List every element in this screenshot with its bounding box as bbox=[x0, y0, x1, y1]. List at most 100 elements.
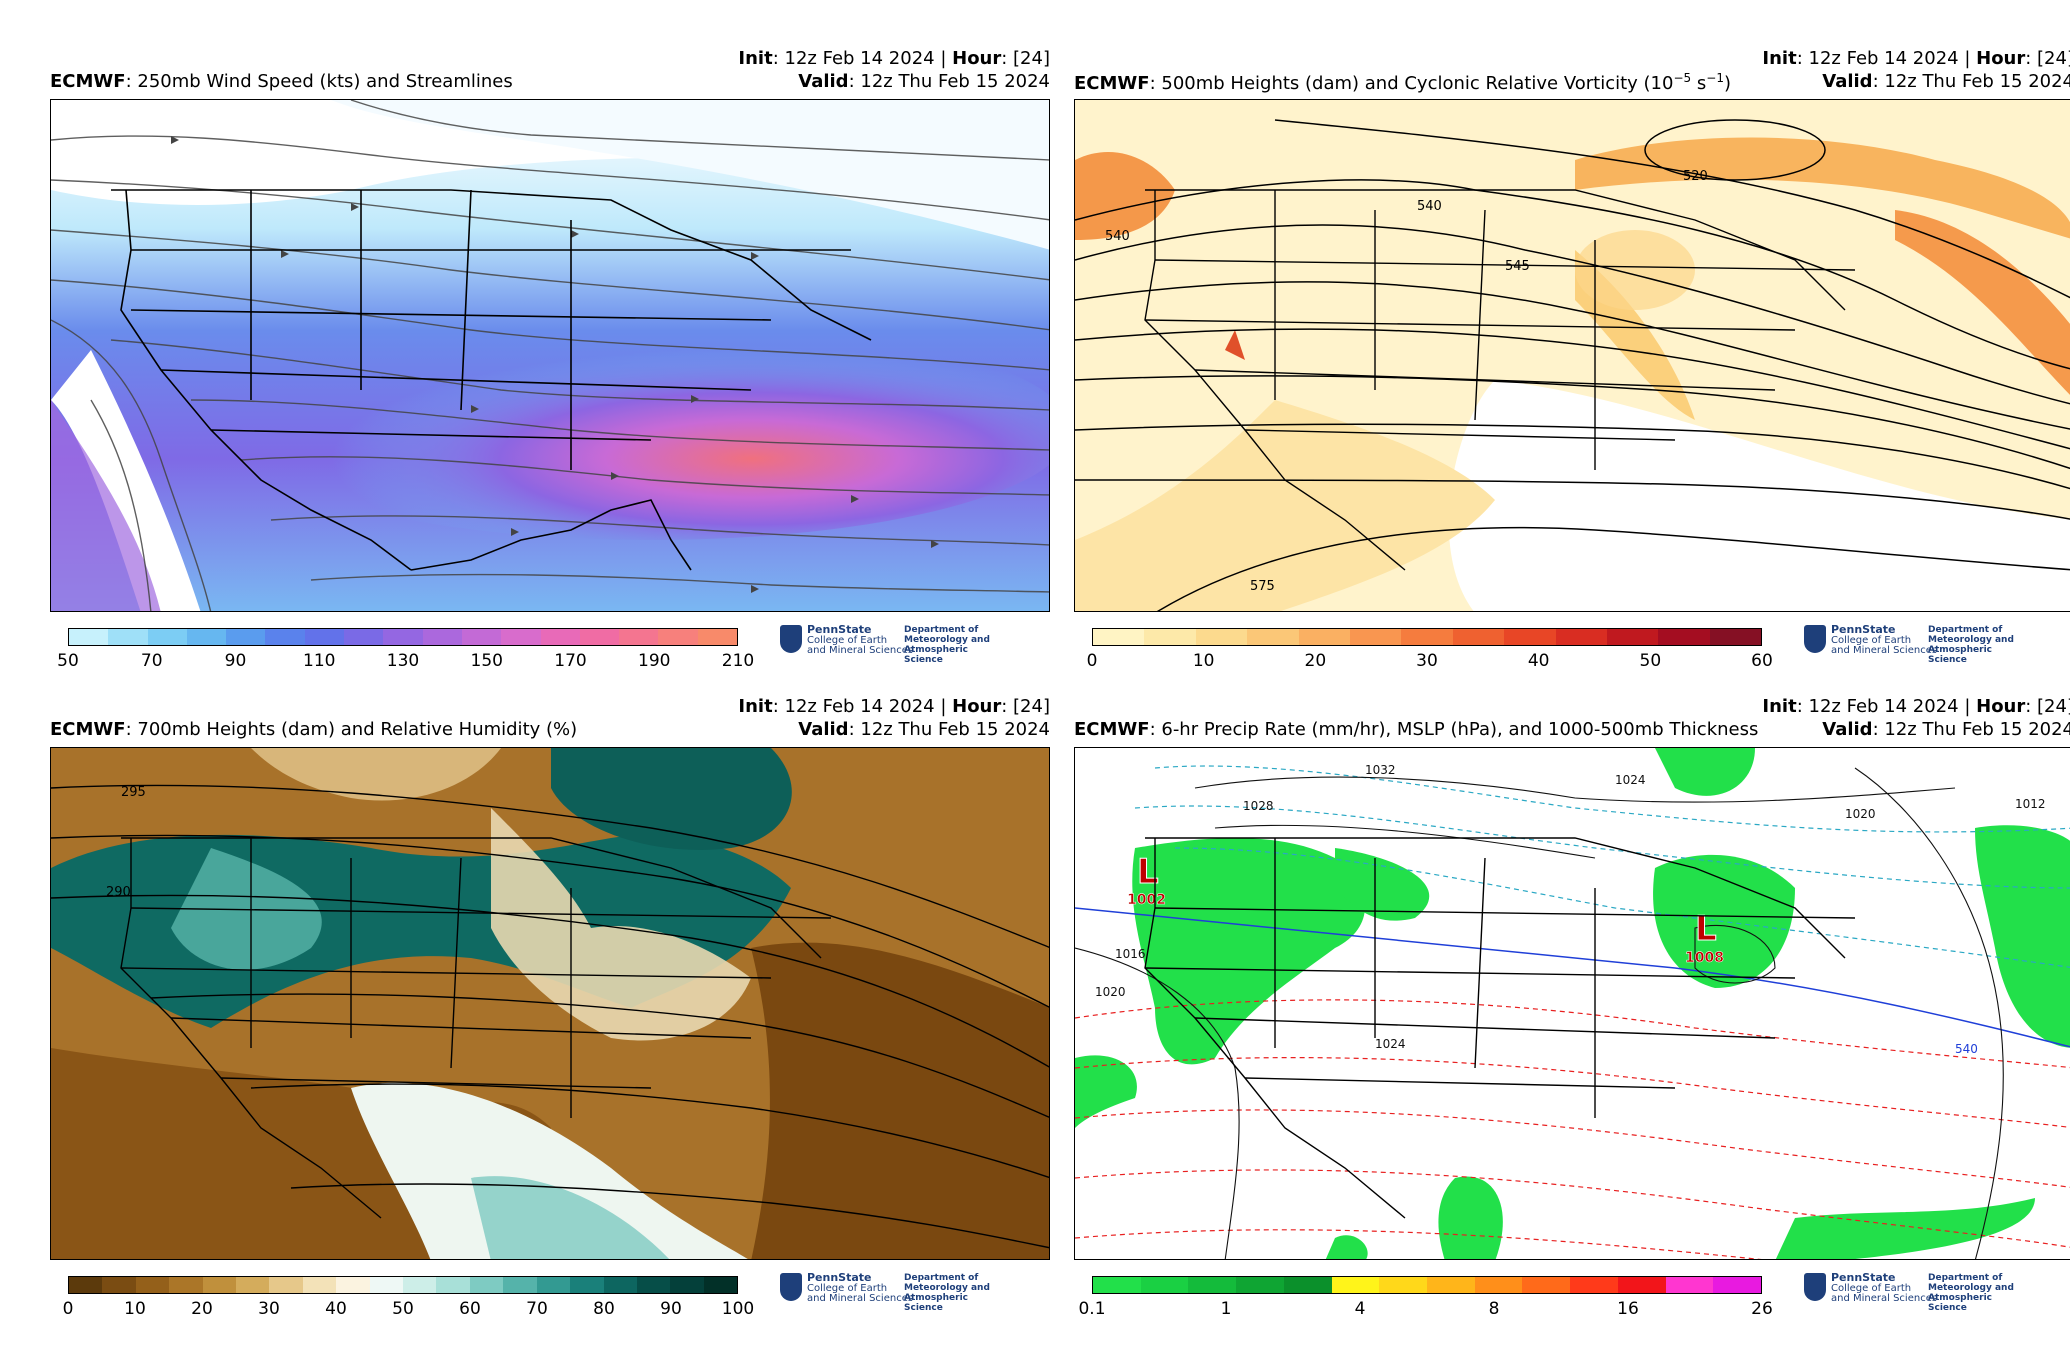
colorbar-swatch bbox=[304, 629, 345, 645]
colorbar-swatch bbox=[422, 629, 462, 645]
svg-text:1024: 1024 bbox=[1375, 1037, 1406, 1051]
colorbar-swatch bbox=[383, 629, 423, 645]
pennstate-logo: PennState College of Earth and Mineral Sci… bbox=[780, 624, 990, 665]
colorbar-swatch bbox=[503, 1277, 537, 1293]
colorbar-tick-label: 190 bbox=[638, 651, 671, 671]
svg-text:1008: 1008 bbox=[1685, 950, 1724, 966]
pennstate-logo: PennState College of Earth and Mineral Sci… bbox=[780, 1272, 990, 1313]
svg-text:1002: 1002 bbox=[1127, 892, 1166, 908]
colorbar-tick-label: 110 bbox=[303, 651, 336, 671]
colorbar-swatch bbox=[1617, 1277, 1666, 1293]
svg-text:545: 545 bbox=[1505, 259, 1530, 274]
svg-text:1032: 1032 bbox=[1365, 763, 1396, 777]
colorbar-swatch bbox=[1665, 1277, 1714, 1293]
colorbar bbox=[1092, 628, 1762, 646]
colorbar-tick-label: 50 bbox=[1639, 651, 1662, 671]
colorbar-tick-label: 210 bbox=[721, 651, 755, 671]
valid-line: Valid: 12z Thu Feb 15 2024 bbox=[1822, 71, 2070, 92]
colorbar-swatch bbox=[186, 629, 227, 645]
colorbar-swatch bbox=[226, 629, 266, 645]
pennstate-shield-icon bbox=[1804, 1273, 1826, 1301]
colorbar-swatch bbox=[135, 1277, 170, 1293]
colorbar-swatch bbox=[1188, 1277, 1237, 1293]
colorbar-swatch bbox=[461, 629, 502, 645]
colorbar-swatch bbox=[269, 1277, 303, 1293]
colorbar-swatch bbox=[302, 1277, 337, 1293]
colorbar-tick-label: 10 bbox=[124, 1299, 146, 1319]
svg-text:1024: 1024 bbox=[1615, 773, 1646, 787]
svg-text:1020: 1020 bbox=[1095, 985, 1126, 999]
svg-text:L: L bbox=[1137, 852, 1159, 892]
colorbar-ticks: 0.1 1 4 8 16 26 bbox=[1078, 1299, 1772, 1321]
colorbar bbox=[68, 628, 738, 646]
colorbar-swatch bbox=[1709, 629, 1762, 645]
colorbar-tick-label: 8 bbox=[1488, 1299, 1500, 1319]
colorbar-tick-label: 4 bbox=[1354, 1299, 1366, 1319]
svg-text:295: 295 bbox=[121, 785, 146, 800]
colorbar-tick-label: 30 bbox=[258, 1299, 280, 1319]
colorbar-swatch bbox=[265, 629, 305, 645]
pennstate-logo: PennState College of Earth and Mineral Sci… bbox=[1804, 624, 2014, 665]
map-500mb-vorticity: 520 540 545 540 575 bbox=[1074, 99, 2070, 612]
colorbar-tick-label: 1 bbox=[1220, 1299, 1232, 1319]
colorbar-swatch bbox=[1555, 629, 1607, 645]
colorbar-swatch bbox=[236, 1277, 270, 1293]
colorbar-swatch bbox=[1093, 629, 1145, 645]
pennstate-shield-icon bbox=[1804, 625, 1826, 653]
colorbar-swatch bbox=[619, 629, 659, 645]
map-precip-mslp: 1032 1028 1024 1020 1016 1012 1020 540 1… bbox=[1074, 747, 2070, 1260]
colorbar-swatch bbox=[1379, 1277, 1428, 1293]
colorbar-tick-label: 130 bbox=[386, 651, 420, 671]
colorbar-swatch bbox=[403, 1277, 437, 1293]
colorbar-swatch bbox=[1331, 1277, 1380, 1293]
colorbar-tick-label: 170 bbox=[554, 651, 587, 671]
colorbar-tick-label: 100 bbox=[721, 1299, 755, 1319]
colorbar-swatch bbox=[1606, 629, 1659, 645]
colorbar-swatch bbox=[202, 1277, 237, 1293]
init-line: Init: 12z Feb 14 2024 | Hour: [24] bbox=[1762, 696, 2070, 717]
map-250mb-wind bbox=[50, 99, 1050, 612]
colorbar-swatch bbox=[570, 1277, 604, 1293]
svg-text:540: 540 bbox=[1105, 229, 1130, 244]
colorbar-swatch bbox=[436, 1277, 470, 1293]
colorbar-swatch bbox=[1283, 1277, 1332, 1293]
colorbar-tick-label: 50 bbox=[392, 1299, 414, 1319]
colorbar-swatch bbox=[1298, 629, 1350, 645]
colorbar-tick-label: 10 bbox=[1192, 651, 1215, 671]
colorbar-swatch bbox=[703, 1277, 738, 1293]
colorbar-swatch bbox=[1349, 629, 1402, 645]
pennstate-shield-icon bbox=[780, 625, 802, 653]
svg-text:290: 290 bbox=[106, 885, 131, 900]
low-pressure-2: L 1008 bbox=[1685, 909, 1724, 967]
panel-title: ECMWF: 250mb Wind Speed (kts) and Stream… bbox=[50, 71, 513, 92]
init-line: Init: 12z Feb 14 2024 | Hour: [24] bbox=[738, 696, 1050, 717]
panel-500mb-vorticity: Init: 12z Feb 14 2024 | Hour: [24] ECMWF… bbox=[1074, 45, 2070, 685]
colorbar-swatch bbox=[1658, 629, 1710, 645]
colorbar-swatch bbox=[501, 629, 541, 645]
panel-250mb-wind: Init: 12z Feb 14 2024 | Hour: [24] ECMWF… bbox=[50, 45, 1050, 685]
colorbar-swatch bbox=[1195, 629, 1248, 645]
colorbar-swatch bbox=[1713, 1277, 1762, 1293]
colorbar-swatch bbox=[169, 1277, 203, 1293]
colorbar-swatch bbox=[102, 1277, 136, 1293]
map-700mb-rh: 295 290 bbox=[50, 747, 1050, 1260]
colorbar-swatch bbox=[1144, 629, 1196, 645]
colorbar-swatch bbox=[369, 1277, 404, 1293]
colorbar-tick-label: 70 bbox=[140, 651, 163, 671]
valid-line: Valid: 12z Thu Feb 15 2024 bbox=[798, 71, 1050, 92]
svg-text:575: 575 bbox=[1250, 579, 1275, 594]
colorbar-tick-label: 0 bbox=[62, 1299, 74, 1319]
valid-line: Valid: 12z Thu Feb 15 2024 bbox=[1822, 719, 2070, 740]
colorbar-swatch bbox=[697, 629, 738, 645]
colorbar-swatch bbox=[1247, 629, 1299, 645]
colorbar-tick-label: 40 bbox=[1527, 651, 1550, 671]
colorbar-tick-label: 0 bbox=[1086, 651, 1098, 671]
init-line: Init: 12z Feb 14 2024 | Hour: [24] bbox=[1762, 48, 2070, 69]
colorbar-swatch bbox=[658, 629, 698, 645]
colorbar-tick-label: 150 bbox=[470, 651, 503, 671]
colorbar-tick-label: 0.1 bbox=[1078, 1299, 1106, 1319]
svg-text:1012: 1012 bbox=[2015, 797, 2046, 811]
panel-title: ECMWF: 700mb Heights (dam) and Relative … bbox=[50, 719, 578, 740]
colorbar-swatch bbox=[636, 1277, 671, 1293]
panel-title: ECMWF: 6-hr Precip Rate (mm/hr), MSLP (h… bbox=[1074, 719, 1759, 740]
